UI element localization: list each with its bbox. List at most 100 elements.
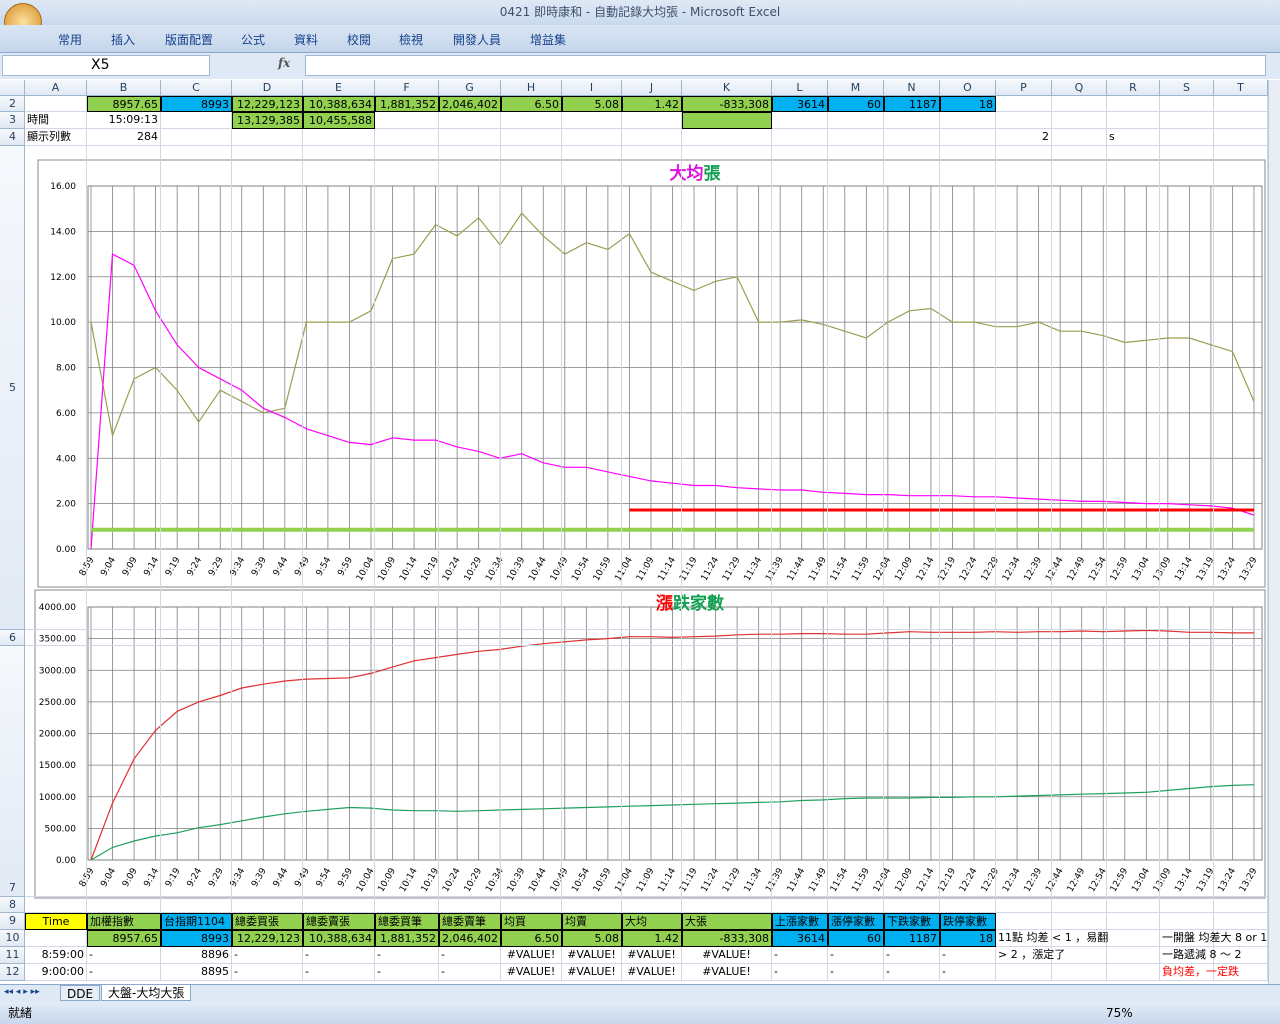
- cell[interactable]: [828, 630, 884, 646]
- cell[interactable]: [439, 146, 501, 630]
- cell[interactable]: [1052, 112, 1107, 129]
- cell[interactable]: [501, 129, 562, 146]
- cell[interactable]: [439, 897, 501, 913]
- cell[interactable]: [562, 146, 622, 630]
- cell[interactable]: 8895: [201, 965, 229, 978]
- cell[interactable]: [232, 129, 303, 146]
- name-box[interactable]: X5: [2, 55, 210, 76]
- cell[interactable]: 8:59:00: [41, 948, 84, 961]
- cell[interactable]: [940, 112, 996, 129]
- column-header[interactable]: N: [884, 80, 940, 96]
- cell[interactable]: 18: [940, 930, 996, 947]
- cell[interactable]: 加權指數: [87, 913, 161, 930]
- cell[interactable]: -: [441, 965, 445, 978]
- cell[interactable]: 8896: [201, 948, 229, 961]
- row-header[interactable]: 12: [0, 964, 25, 981]
- cell[interactable]: [940, 897, 996, 913]
- cell[interactable]: [884, 897, 940, 913]
- cell[interactable]: [562, 646, 622, 897]
- cell[interactable]: [682, 129, 772, 146]
- row-header[interactable]: 8: [0, 897, 25, 913]
- cell[interactable]: [772, 897, 828, 913]
- cell[interactable]: [87, 146, 161, 630]
- row-header[interactable]: 7: [0, 646, 25, 897]
- cell[interactable]: [1107, 146, 1160, 630]
- cell[interactable]: [996, 646, 1052, 897]
- cell[interactable]: 5.08: [562, 930, 622, 947]
- cell[interactable]: [622, 964, 682, 981]
- cell[interactable]: [996, 947, 1052, 964]
- cell[interactable]: > 2 ，漲定了: [998, 948, 1066, 961]
- cell[interactable]: [501, 630, 562, 646]
- cell[interactable]: [682, 146, 772, 630]
- column-header[interactable]: J: [622, 80, 682, 96]
- cell[interactable]: [303, 947, 375, 964]
- cell[interactable]: [884, 112, 940, 129]
- cell[interactable]: [303, 646, 375, 897]
- cell[interactable]: 台指期1104: [161, 913, 232, 930]
- cell[interactable]: [87, 646, 161, 897]
- cell[interactable]: [996, 913, 1052, 930]
- cell[interactable]: [622, 897, 682, 913]
- cell[interactable]: [1107, 96, 1160, 112]
- column-header[interactable]: P: [996, 80, 1052, 96]
- cell[interactable]: [1214, 930, 1268, 947]
- column-header[interactable]: F: [375, 80, 439, 96]
- cell[interactable]: [1214, 947, 1268, 964]
- cell[interactable]: -: [830, 948, 834, 961]
- cell[interactable]: 均賣: [562, 913, 622, 930]
- cell[interactable]: #VALUE!: [567, 965, 616, 978]
- cell[interactable]: [996, 897, 1052, 913]
- cell[interactable]: [772, 129, 828, 146]
- cell[interactable]: 5.08: [562, 96, 622, 112]
- cell[interactable]: 2,046,402: [439, 930, 501, 947]
- column-header[interactable]: S: [1160, 80, 1214, 96]
- cell[interactable]: [375, 646, 439, 897]
- column-header[interactable]: L: [772, 80, 828, 96]
- cell[interactable]: #VALUE!: [506, 965, 556, 978]
- cell[interactable]: [884, 146, 940, 630]
- row-header[interactable]: 2: [0, 96, 25, 112]
- cell[interactable]: [1052, 964, 1107, 981]
- cell[interactable]: [1160, 96, 1214, 112]
- row-header[interactable]: 10: [0, 930, 25, 947]
- cell[interactable]: [1160, 947, 1214, 964]
- cell[interactable]: [884, 964, 940, 981]
- cell[interactable]: [303, 897, 375, 913]
- cell[interactable]: 284: [137, 130, 158, 143]
- column-header[interactable]: R: [1107, 80, 1160, 96]
- cell[interactable]: [828, 964, 884, 981]
- cell[interactable]: [828, 897, 884, 913]
- cell[interactable]: s: [1109, 130, 1115, 143]
- cell[interactable]: 漲停家數: [828, 913, 884, 930]
- row-header[interactable]: 9: [0, 913, 25, 930]
- cell[interactable]: [1214, 646, 1268, 897]
- cell[interactable]: 總委賣張: [303, 913, 375, 930]
- cell[interactable]: [562, 112, 622, 129]
- ribbon-tab[interactable]: 插入: [111, 33, 136, 47]
- cell[interactable]: [562, 897, 622, 913]
- cell[interactable]: 1187: [884, 930, 940, 947]
- sheet-tab[interactable]: DDE: [60, 985, 101, 1001]
- cell[interactable]: [375, 964, 439, 981]
- cell[interactable]: 1,881,352: [375, 930, 439, 947]
- cell[interactable]: #VALUE!: [627, 965, 676, 978]
- ribbon-tab[interactable]: 檢視: [399, 33, 424, 47]
- cell[interactable]: 1187: [884, 96, 940, 112]
- cell[interactable]: 10,455,588: [303, 112, 375, 129]
- cell[interactable]: [1107, 897, 1160, 913]
- cell[interactable]: [1107, 913, 1160, 930]
- cell[interactable]: [1107, 646, 1160, 897]
- cell[interactable]: [1052, 897, 1107, 913]
- cell[interactable]: [682, 897, 772, 913]
- cell[interactable]: [772, 630, 828, 646]
- ribbon-tab[interactable]: 公式: [241, 33, 266, 47]
- row-header[interactable]: 3: [0, 112, 25, 129]
- cell[interactable]: [439, 112, 501, 129]
- cell[interactable]: [1052, 129, 1107, 146]
- vertical-scrollbar[interactable]: [1268, 80, 1280, 984]
- cell[interactable]: -: [377, 965, 381, 978]
- cell[interactable]: [87, 897, 161, 913]
- cell[interactable]: [1107, 112, 1160, 129]
- cell[interactable]: [1052, 146, 1107, 630]
